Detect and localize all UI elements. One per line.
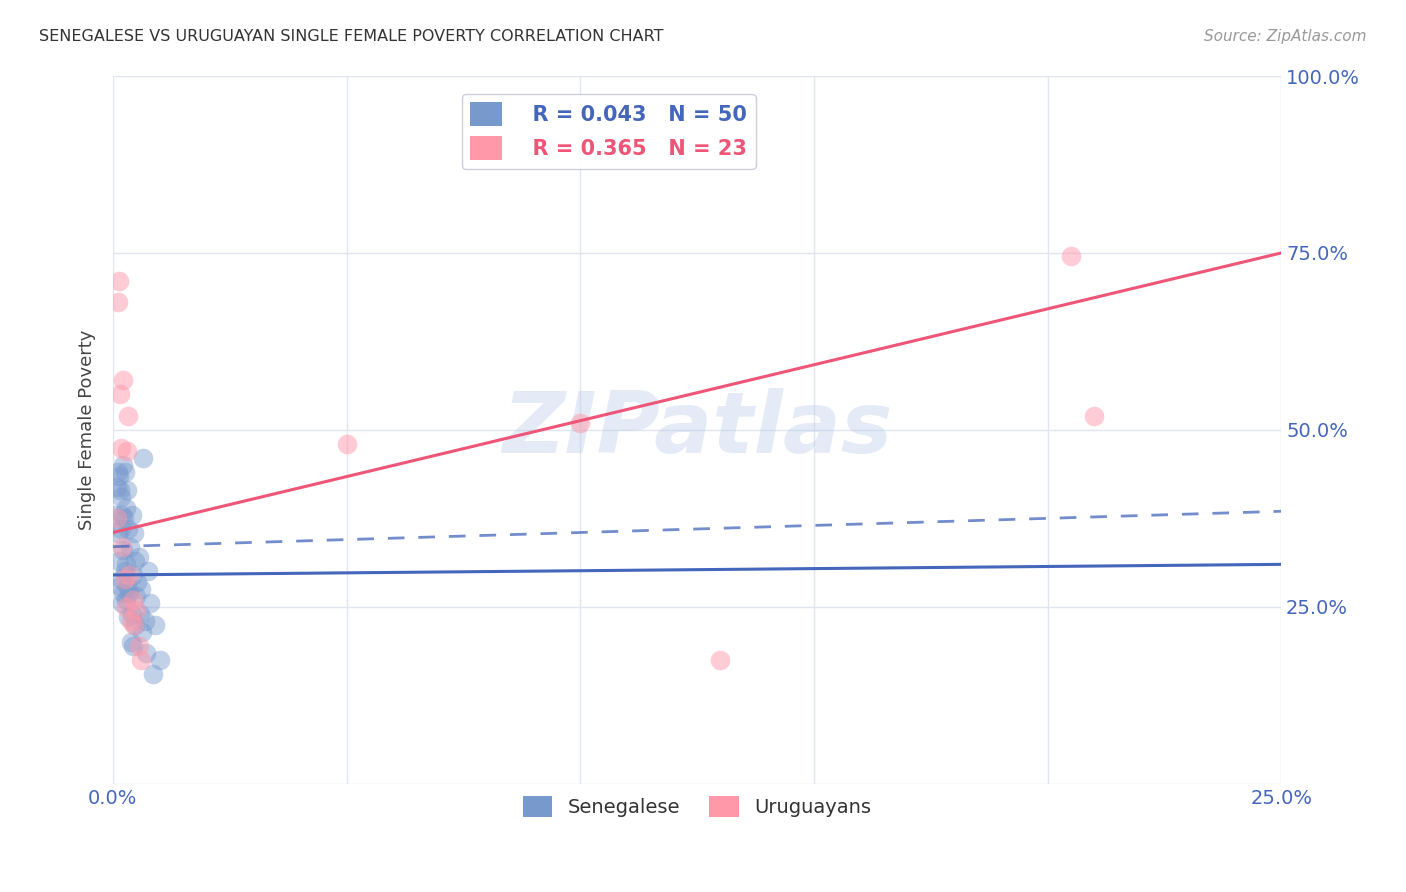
Point <box>129 607 152 621</box>
Point <box>115 592 138 607</box>
Point <box>107 525 129 540</box>
Point <box>1060 250 1083 264</box>
Point <box>143 617 166 632</box>
Point <box>122 639 145 653</box>
Point <box>115 578 138 592</box>
Point <box>115 444 138 458</box>
Point <box>114 565 136 579</box>
Point <box>108 554 131 568</box>
Point <box>115 500 138 515</box>
Point <box>118 585 141 599</box>
Point <box>124 554 146 568</box>
Point <box>112 585 135 599</box>
Point <box>129 653 152 667</box>
Point <box>134 614 156 628</box>
Point <box>121 568 143 582</box>
Point <box>115 599 138 614</box>
Point <box>107 469 129 483</box>
Point <box>105 479 128 493</box>
Point <box>121 592 143 607</box>
Point <box>120 614 142 628</box>
Point <box>125 603 148 617</box>
Point <box>112 373 135 387</box>
Point <box>115 483 138 497</box>
Point <box>111 508 134 522</box>
Point <box>122 617 145 632</box>
Point <box>569 416 592 430</box>
Point <box>112 511 135 525</box>
Point <box>124 617 146 632</box>
Point <box>107 466 129 480</box>
Point <box>110 572 132 586</box>
Point <box>104 508 127 522</box>
Legend: Senegalese, Uruguayans: Senegalese, Uruguayans <box>515 789 879 825</box>
Point <box>127 575 149 590</box>
Point <box>108 483 131 497</box>
Point <box>108 387 131 401</box>
Point <box>709 653 731 667</box>
Point <box>128 639 150 653</box>
Point <box>135 646 157 660</box>
Point <box>108 578 131 592</box>
Point <box>120 635 142 649</box>
Point <box>108 274 131 288</box>
Point <box>111 540 134 554</box>
Point <box>149 653 172 667</box>
Point <box>105 511 128 525</box>
Point <box>1083 409 1105 423</box>
Point <box>121 607 143 621</box>
Point <box>125 589 148 603</box>
Point <box>121 508 143 522</box>
Text: ZIPatlas: ZIPatlas <box>502 388 893 471</box>
Point <box>117 409 139 423</box>
Point <box>118 568 141 582</box>
Point <box>117 610 139 624</box>
Point <box>114 572 136 586</box>
Point <box>117 522 139 536</box>
Point <box>132 451 155 466</box>
Text: Source: ZipAtlas.com: Source: ZipAtlas.com <box>1204 29 1367 44</box>
Point <box>112 543 135 558</box>
Point <box>131 624 153 639</box>
Point <box>129 582 152 596</box>
Point <box>120 540 142 554</box>
Point <box>110 490 132 504</box>
Y-axis label: Single Female Poverty: Single Female Poverty <box>79 330 96 530</box>
Point <box>107 295 129 310</box>
Point <box>136 565 159 579</box>
Text: SENEGALESE VS URUGUAYAN SINGLE FEMALE POVERTY CORRELATION CHART: SENEGALESE VS URUGUAYAN SINGLE FEMALE PO… <box>39 29 664 44</box>
Point <box>139 596 162 610</box>
Point <box>110 522 132 536</box>
Point <box>110 441 132 455</box>
Point <box>114 558 136 572</box>
Point <box>111 458 134 473</box>
Point <box>142 667 165 681</box>
Point <box>336 437 359 451</box>
Point <box>122 525 145 540</box>
Point <box>111 596 134 610</box>
Point <box>128 550 150 565</box>
Point <box>114 466 136 480</box>
